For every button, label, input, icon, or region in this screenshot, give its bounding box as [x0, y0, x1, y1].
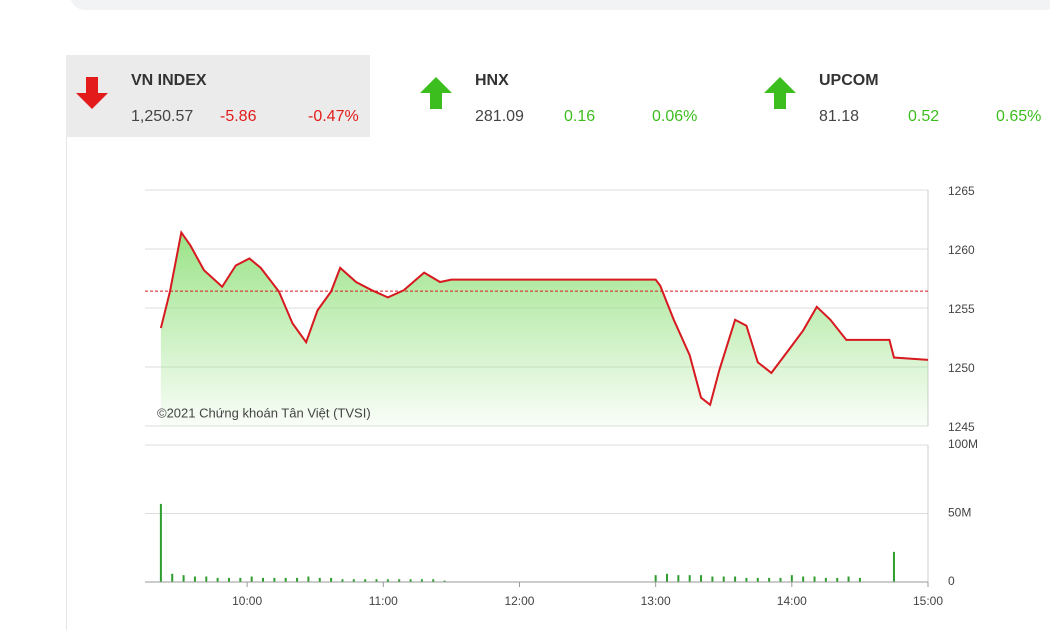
y-tick-label: 1260 [948, 243, 975, 257]
index-name: HNX [475, 72, 509, 89]
volume-bar [824, 577, 827, 582]
volume-bar [892, 551, 895, 582]
index-change: 0.52 [908, 108, 940, 125]
volume-bar [836, 577, 839, 582]
volume-bar [813, 576, 816, 582]
volume-bar [802, 576, 805, 582]
volume-bar [847, 576, 850, 582]
y-tick-label: 1255 [948, 302, 975, 316]
volume-bar [284, 577, 287, 582]
price-line [159, 229, 929, 407]
volume-bar [262, 577, 265, 582]
y-tick-label: 1265 [948, 184, 975, 198]
index-value: 1,250.57 [131, 108, 194, 125]
volume-bar [193, 576, 196, 582]
volume-bar [364, 579, 367, 582]
y-tick-label: 1245 [948, 420, 975, 434]
y-tick-label: 1250 [948, 361, 975, 375]
index-change: -5.86 [220, 108, 257, 125]
volume-bar [420, 579, 423, 582]
arrow-up [420, 77, 452, 109]
volume-bar [779, 577, 782, 582]
index-block[interactable]: UPCOM 81.18 0.52 0.65% [754, 55, 1050, 137]
arrow [420, 77, 452, 109]
volume-bar [858, 577, 861, 582]
x-tick-label: 10:00 [232, 594, 262, 608]
volume-bar [677, 575, 680, 582]
volume-bar [756, 577, 759, 582]
price-area [160, 232, 928, 426]
index-block[interactable]: VN INDEX 1,250.57 -5.86 -0.47% [66, 55, 370, 137]
volume-bar [352, 579, 355, 582]
volume-bar [768, 577, 771, 582]
volume-bar [700, 575, 703, 582]
volume-bar [341, 579, 344, 582]
watermark: ©2021 Chứng khoán Tân Việt (TVSI) [157, 405, 371, 420]
arrow-up [764, 77, 796, 109]
volume-bar [330, 577, 333, 582]
volume-bar [375, 579, 378, 582]
volume-bar [182, 575, 185, 582]
index-percent: 0.06% [652, 108, 698, 125]
y-tick-label: 100M [948, 437, 978, 451]
index-percent: 0.65% [996, 108, 1042, 125]
volume-bar [432, 579, 435, 582]
volume-bar [307, 576, 310, 582]
volume-bar [722, 576, 725, 582]
x-tick-label: 12:00 [504, 594, 534, 608]
y-tick-label: 50M [948, 506, 971, 520]
arrow-down [76, 77, 108, 109]
arrow [76, 77, 108, 109]
volume-bar [227, 577, 230, 582]
index-value: 281.09 [475, 108, 524, 125]
volume-bar [171, 573, 174, 582]
index-value: 81.18 [819, 108, 860, 125]
volume-bar [745, 577, 748, 582]
index-name: VN INDEX [131, 72, 207, 89]
x-tick-label: 15:00 [913, 594, 943, 608]
x-tick-label: 14:00 [777, 594, 807, 608]
index-block[interactable]: HNX 281.09 0.16 0.06% [410, 55, 714, 137]
volume-bar [734, 576, 737, 582]
chart-frame [66, 137, 1050, 630]
volume-bar [711, 576, 714, 582]
index-percent: -0.47% [308, 108, 359, 125]
volume-bar [790, 575, 793, 582]
x-tick-label: 11:00 [369, 594, 398, 608]
volume-bar [273, 577, 276, 582]
index-name: UPCOM [819, 72, 879, 89]
volume-bar [216, 577, 219, 582]
volume-bar [159, 503, 162, 582]
volume-bar [443, 580, 446, 582]
search-bar[interactable] [70, 0, 1050, 10]
volume-bar [296, 577, 299, 582]
arrow [764, 77, 796, 109]
volume-bar [688, 575, 691, 582]
volume-bar [250, 576, 253, 582]
index-change: 0.16 [564, 108, 596, 125]
volume-bar [398, 579, 401, 582]
y-tick-label: 0 [948, 574, 955, 588]
volume-bar [666, 573, 668, 582]
volume-bar [318, 577, 321, 582]
volume-bar [205, 576, 208, 582]
volume-bar [386, 579, 389, 582]
volume-bar [409, 579, 412, 582]
x-tick-label: 13:00 [641, 594, 671, 608]
volume-bar [239, 577, 242, 582]
volume-bar [654, 575, 657, 582]
